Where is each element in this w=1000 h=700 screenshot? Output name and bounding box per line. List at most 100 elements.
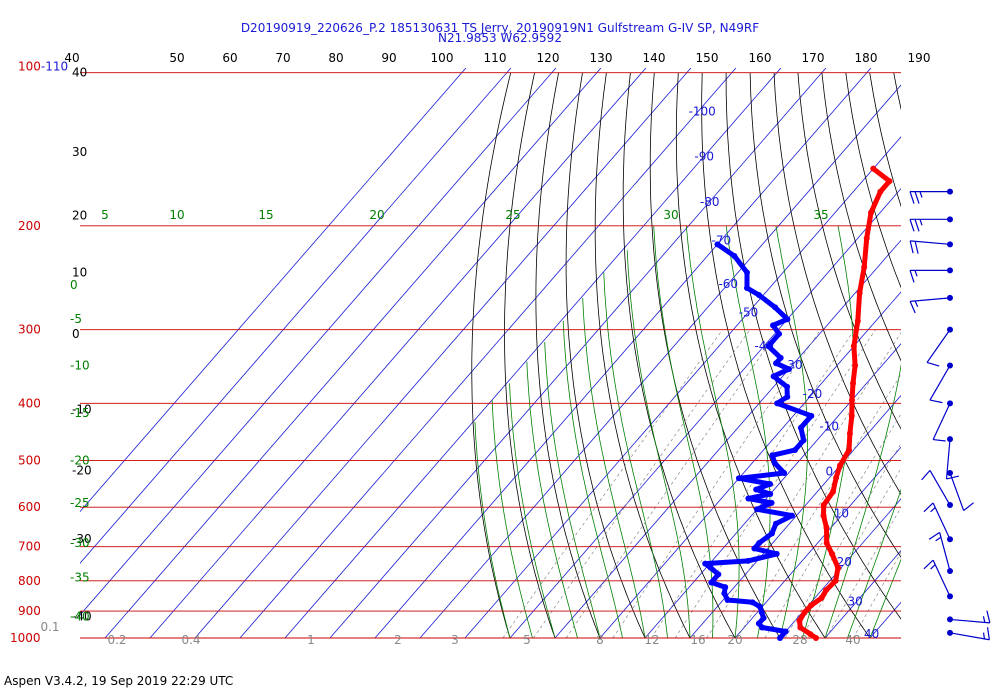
isotherm-label: -20 <box>803 387 823 401</box>
moist-adiabat-label: 25 <box>505 208 520 222</box>
left-temperature-label: 10 <box>72 266 87 280</box>
moist-adiabat-line <box>474 421 511 639</box>
wind-barb-flag <box>914 270 918 277</box>
isotherm-label: 0 <box>825 464 833 478</box>
temperature-profile-point <box>863 235 870 242</box>
wind-barb-flag <box>986 610 991 624</box>
left-temperature-label: -20 <box>72 464 92 478</box>
dewpoint-profile-point <box>770 373 777 380</box>
left-temperature-label: 40 <box>72 66 87 80</box>
dry-adiabat-line <box>893 72 901 111</box>
mixing-ratio-line <box>784 443 901 639</box>
wind-barb <box>947 627 990 641</box>
moist-adiabat-label: 5 <box>101 208 109 222</box>
dewpoint-profile-point <box>792 447 799 454</box>
isotherm-line <box>869 601 901 639</box>
dewpoint-profile-point <box>781 469 788 476</box>
dewpoint-profile-point <box>751 545 758 552</box>
moist-adiabat-line <box>562 320 623 639</box>
wind-barb-staff <box>939 532 951 572</box>
wind-barb-flag <box>923 502 934 513</box>
isotherm-line <box>960 68 1000 638</box>
wind-barb-flag <box>930 507 936 513</box>
moist-adiabat-line <box>582 297 646 639</box>
isotherm-line <box>734 446 901 639</box>
software-version-footer: Aspen V3.4.2, 19 Sep 2019 22:29 UTC <box>4 674 234 688</box>
temperature-profile-point <box>818 594 825 601</box>
moist-adiabat-label: -5 <box>70 312 82 326</box>
wind-barb <box>947 469 974 512</box>
top-axis-label: 60 <box>222 51 237 65</box>
wind-barb-staff <box>949 472 965 511</box>
wind-barb-flag <box>919 191 923 198</box>
temperature-profile-point <box>837 462 844 469</box>
isotherm-line <box>464 136 901 639</box>
temperature-profile-point <box>861 264 868 271</box>
wind-barb-flag <box>982 616 986 623</box>
chart-title: D20190919_220626_P.2 185130631 TS Jerry,… <box>240 21 760 35</box>
wind-barb <box>921 469 953 509</box>
dewpoint-profile-point <box>714 241 721 248</box>
dry-adiabat-line <box>675 72 826 639</box>
isotherm-line <box>80 68 512 564</box>
dry-adiabat-line <box>649 72 781 639</box>
dry-adiabat-line <box>565 72 646 639</box>
temperature-profile-point <box>832 577 839 584</box>
isotherm-line <box>329 68 827 639</box>
left-temperature-label: -30 <box>72 532 92 546</box>
mixing-ratio-label: 0.2 <box>107 633 126 647</box>
isotherm-line <box>194 68 692 639</box>
wind-barb <box>923 559 953 600</box>
moist-adiabat-line <box>526 361 578 639</box>
top-axis-label: 50 <box>169 51 184 65</box>
temperature-profile-point <box>829 488 836 495</box>
mixing-ratio-label: 2 <box>394 633 402 647</box>
mixing-ratio-line <box>533 329 751 639</box>
dewpoint-profile-point <box>772 304 779 311</box>
top-axis-label: 90 <box>381 51 396 65</box>
dewpoint-profile-point <box>784 383 791 390</box>
wind-barb-flag <box>928 531 940 540</box>
dry-adiabat-line <box>869 72 901 208</box>
temperature-profile-point <box>808 602 815 609</box>
mixing-ratio-line <box>852 551 901 639</box>
dewpoint-profile-point <box>758 609 765 616</box>
mixing-ratio-label: 8 <box>596 633 604 647</box>
isotherm-label: 20 <box>837 555 852 569</box>
pressure-label: 400 <box>18 396 41 410</box>
dewpoint-profile-point <box>735 475 742 482</box>
isotherm-label: -80 <box>700 195 720 209</box>
wind-barb <box>947 610 991 624</box>
dewpoint-profile-point <box>755 620 762 627</box>
isotherm-line <box>284 68 782 639</box>
wind-barb <box>909 240 953 254</box>
isotherm-label: 10 <box>834 507 849 521</box>
moist-adiabat-label: -25 <box>70 496 90 510</box>
dewpoint-profile-point <box>715 571 722 578</box>
dry-adiabat-line <box>821 72 901 362</box>
mixing-ratio-label: 40 <box>845 633 860 647</box>
mixing-ratio-label: 12 <box>644 633 659 647</box>
temperature-profile-point <box>807 631 814 638</box>
top-axis-label: 40 <box>64 51 79 65</box>
temperature-profile-point <box>813 635 819 641</box>
dry-adiabat-line <box>966 73 1000 638</box>
background-lines <box>80 68 1000 639</box>
left-temperature-label: 20 <box>72 208 87 222</box>
wind-barb <box>923 502 953 543</box>
temperature-profile-point <box>854 317 861 324</box>
wind-barb-flag <box>930 564 936 570</box>
dewpoint-profile-point <box>743 285 750 292</box>
temperature-profile-point <box>877 188 884 195</box>
isotherm-line <box>779 498 901 639</box>
moist-adiabat-label: -15 <box>70 406 90 420</box>
wind-barb-flag <box>926 361 940 367</box>
pressure-label: 600 <box>18 500 41 514</box>
dewpoint-profile-point <box>724 596 731 603</box>
left-temperature-label: -40 <box>72 610 92 624</box>
wind-barb-flag <box>982 632 986 639</box>
dewpoint-profile-point <box>785 366 792 373</box>
temperature-profile-point <box>820 502 827 509</box>
isotherm-line <box>599 291 901 639</box>
